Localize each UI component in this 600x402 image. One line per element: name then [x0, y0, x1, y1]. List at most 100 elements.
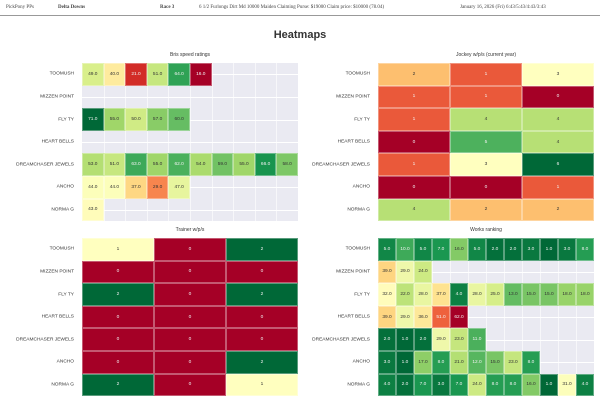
heatmap-cell: 40.0 — [103, 63, 126, 86]
heatmap-cell: 3.0 — [522, 238, 540, 261]
heatmap-cell: 7.0 — [432, 238, 450, 261]
heatmap-cell: 12.0 — [468, 351, 486, 374]
heatmap-cell: 4 — [378, 198, 450, 222]
gridline — [168, 63, 169, 222]
heatmap-cell: 44.0 — [82, 176, 104, 199]
row-label: HEART BELLS — [41, 314, 74, 320]
gridline — [540, 238, 541, 397]
race-date: January 16, 2026 (Fri) 6:43/5:43/4:43/3:… — [460, 5, 546, 10]
heatmap-cell: 8.0 — [522, 351, 540, 374]
row-label: MIZZEN POINT — [40, 94, 74, 100]
heatmap-cell: 31.0 — [558, 373, 576, 397]
row-label: TOOMUSH — [49, 246, 74, 252]
heatmap-cell: 63.0 — [125, 153, 147, 176]
report-header: PickPony PPs Delta Downs Race 3 6 1/2 Fu… — [0, 0, 600, 16]
heatmap-cell: 58.0 — [276, 153, 298, 176]
heatmap-cell: 6 — [522, 153, 594, 176]
heatmap-cell: 0 — [378, 130, 450, 154]
heatmap-cell: 23.0 — [504, 351, 522, 374]
heatmap-cell: 2 — [378, 63, 450, 86]
gridline — [276, 63, 277, 222]
heatmap-cell: 32.0 — [378, 283, 396, 306]
heatmap-cell: 62.0 — [450, 305, 468, 329]
heatmap-cell: 0 — [226, 260, 298, 284]
heatmap-cell: 1 — [378, 85, 450, 109]
gridline — [146, 63, 148, 222]
track-name: Delta Downs — [58, 5, 86, 10]
heatmap-cell: 11.0 — [468, 328, 486, 351]
heatmap-cell: 29.0 — [396, 305, 414, 329]
row-label: NORMA G — [51, 207, 74, 213]
heatmap-cell: 37.0 — [432, 283, 450, 306]
heatmap-cell: 29.0 — [146, 176, 169, 199]
row-label: ANCHO — [56, 359, 74, 365]
heatmap-cell: 18.0 — [576, 283, 594, 306]
heatmap-cell: 51.0 — [146, 63, 169, 86]
heatmap-cell: 47.0 — [168, 176, 190, 199]
heatmap-cell: 2.0 — [414, 328, 432, 351]
heatmap-cell: 59.0 — [211, 153, 234, 176]
row-label: MIZZEN POINT — [336, 94, 370, 100]
heatmap-cell: 3.0 — [432, 373, 450, 397]
row-label: TOOMUSH — [345, 246, 370, 252]
heatmap-grid: 49.0 40.0 21.0 51.0 64.0 16.0 71.0 55.0 50.0 57.0… — [82, 63, 298, 222]
row-label: MIZZEN POINT — [336, 269, 370, 275]
heatmap-cell: 0 — [226, 305, 298, 329]
heatmap-cell: 43.0 — [82, 198, 104, 222]
heatmap-cell: 0 — [154, 305, 226, 329]
heatmap-cell: 66.0 — [254, 153, 277, 176]
heatmap-cell: 2.0 — [486, 238, 504, 261]
heatmap-cell: 24.0 — [468, 373, 486, 397]
row-label: NORMA G — [347, 382, 370, 388]
heatmap-cell: 4 — [522, 108, 594, 131]
row-label: DREAMCHASER JEWELS — [312, 162, 370, 168]
heatmap-cell: 1 — [378, 153, 450, 176]
heatmap-cell: 13.0 — [504, 283, 522, 306]
heatmap-cell: 1.0 — [396, 351, 414, 374]
heatmap-cell: 5.0 — [468, 238, 486, 261]
heatmap-cell: 16.0 — [450, 238, 468, 261]
heatmap-cell: 8.0 — [576, 238, 594, 261]
heatmap-cell: 2.0 — [396, 373, 414, 397]
heatmap-cell: 1 — [450, 85, 522, 109]
heatmap-cell: 10.0 — [396, 238, 414, 261]
heatmap-cell: 1 — [378, 108, 450, 131]
heatmap-cell: 4 — [450, 108, 522, 131]
gridline — [486, 238, 487, 397]
heatmap-cell: 2 — [522, 198, 594, 222]
gridline — [211, 63, 213, 222]
row-label: DREAMCHASER JEWELS — [312, 337, 370, 343]
heatmap-cell: 23.0 — [450, 328, 468, 351]
heatmap-works-ranking: Works ranking 5.0 10.0 5.0 7.0 16.0 5.0 2.0 2.0… — [312, 227, 594, 402]
heatmap-cell: 53.0 — [82, 153, 104, 176]
heatmap-cell: 0 — [450, 176, 522, 199]
heatmap-cell: 2 — [226, 351, 298, 374]
row-label: HEART BELLS — [41, 139, 74, 145]
heatmap-cell: 0 — [154, 260, 226, 284]
heatmap-cell: 1 — [226, 373, 298, 397]
gridline — [504, 238, 505, 397]
heatmap-cell: 39.0 — [378, 305, 396, 329]
heatmap-cell: 0 — [82, 260, 154, 284]
heatmap-cell: 2 — [226, 238, 298, 261]
heatmap-cell: 36.0 — [414, 305, 432, 329]
heatmap-cell: 15.0 — [486, 351, 504, 374]
row-label: TOOMUSH — [49, 71, 74, 77]
heatmap-cell: 25.0 — [486, 283, 504, 306]
row-label: FLY TY — [354, 117, 370, 122]
heatmap-cell: 21.0 — [125, 63, 147, 86]
heatmap-cell: 51.0 — [432, 305, 450, 329]
heatmap-cell: 17.0 — [414, 351, 432, 374]
heatmap-cell: 49.0 — [82, 63, 104, 86]
heatmap-cell: 1.0 — [540, 373, 558, 397]
gridline — [576, 238, 577, 397]
heatmap-cell: 37.0 — [125, 176, 147, 199]
row-label: FLY TY — [58, 117, 74, 122]
heatmap-cell: 0 — [154, 283, 226, 306]
race-number: Race 3 — [160, 5, 175, 10]
row-label: ANCHO — [56, 184, 74, 190]
row-label: FLY TY — [58, 292, 74, 297]
heatmap-cell: 0 — [154, 238, 226, 261]
